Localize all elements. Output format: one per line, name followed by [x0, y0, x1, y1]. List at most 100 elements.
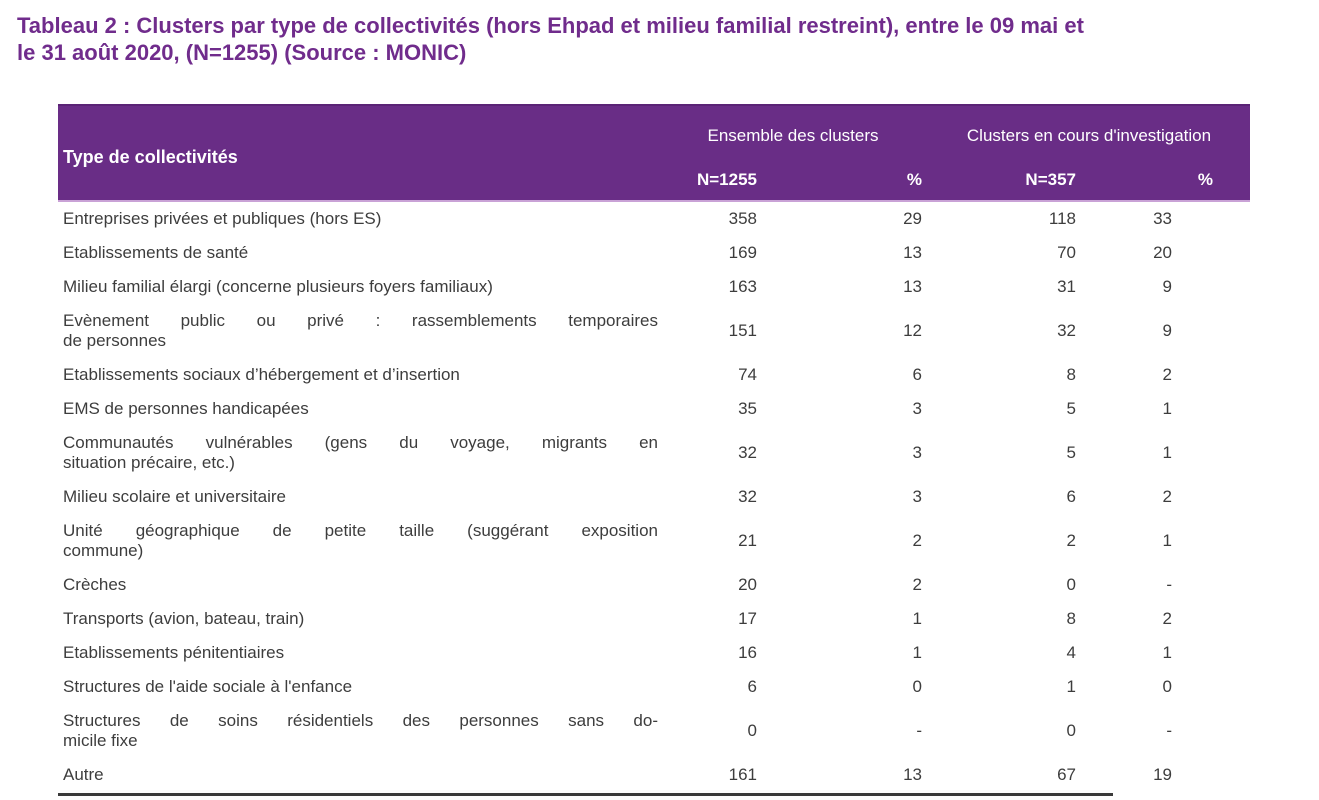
cell-n-total: 151: [728, 321, 757, 340]
cell-pct-total: 12: [903, 321, 922, 340]
cell-pct-investigation: -: [1166, 721, 1172, 740]
cell-pct-investigation: 1: [1162, 531, 1172, 550]
row-label: Entreprises privées et publiques (hors E…: [63, 209, 382, 228]
table-row: Communautés vulnérables (gens du voyage,…: [58, 426, 1250, 480]
cell-n-investigation: 8: [1066, 609, 1076, 628]
cell-n-investigation: 31: [1057, 277, 1076, 296]
cell-pct-total: 1: [912, 609, 922, 628]
cell-n-investigation: 67: [1057, 765, 1076, 784]
row-label: Unité géographique de petite taille (sug…: [63, 521, 658, 560]
cell-pct-total: 3: [912, 487, 922, 506]
table-body: Entreprises privées et publiques (hors E…: [58, 202, 1250, 792]
table-row: Autre 161 13 67 19: [58, 758, 1250, 792]
cell-n-total: 32: [738, 443, 757, 462]
table-bottom-rule: [58, 793, 1113, 796]
cell-pct-total: 13: [903, 765, 922, 784]
table-row: Transports (avion, bateau, train) 17 1 8 2: [58, 602, 1250, 636]
cell-n-investigation: 2: [1066, 531, 1076, 550]
table-caption: Tableau 2 : Clusters par type de collect…: [17, 13, 1084, 65]
cell-pct-investigation: 2: [1162, 487, 1172, 506]
cell-pct-total: 2: [912, 575, 922, 594]
table-row: Milieu scolaire et universitaire 32 3 6 2: [58, 480, 1250, 514]
cell-pct-total: 2: [912, 531, 922, 550]
cell-pct-total: 13: [903, 243, 922, 262]
table-row: Etablissements sociaux d’hébergement et …: [58, 358, 1250, 392]
cell-n-investigation: 8: [1066, 365, 1076, 384]
cell-pct-total: 3: [912, 399, 922, 418]
cell-n-total: 20: [738, 575, 757, 594]
cell-n-total: 74: [738, 365, 757, 384]
cell-pct-total: 1: [912, 643, 922, 662]
cell-n-total: 163: [728, 277, 757, 296]
cell-n-investigation: 1: [1066, 677, 1076, 696]
cell-pct-total: 3: [912, 443, 922, 462]
row-label: Evènement public ou privé : rassemblemen…: [63, 311, 658, 350]
column-header-type-de-collectivites: Type de collectivités: [63, 146, 238, 167]
cell-n-investigation: 70: [1057, 243, 1076, 262]
subheader-pct-total: %: [906, 170, 922, 189]
cell-pct-investigation: 2: [1162, 609, 1172, 628]
table-header: Type de collectivités Ensemble des clust…: [58, 104, 1250, 202]
cell-n-total: 169: [728, 243, 757, 262]
cell-n-investigation: 0: [1066, 575, 1076, 594]
row-label: Etablissements sociaux d’hébergement et …: [63, 365, 460, 384]
cell-pct-investigation: 9: [1162, 321, 1172, 340]
row-label: Autre: [63, 765, 104, 784]
cell-pct-investigation: -: [1166, 575, 1172, 594]
table-row: Milieu familial élargi (concerne plusieu…: [58, 270, 1250, 304]
row-label: EMS de personnes handicapées: [63, 399, 309, 418]
column-group-clusters-en-cours-investigation: Clusters en cours d'investigation: [966, 126, 1212, 145]
row-label: Etablissements pénitentiaires: [63, 643, 285, 662]
cell-pct-investigation: 9: [1162, 277, 1172, 296]
cell-n-total: 21: [738, 531, 757, 550]
subheader-n-investigation: N=357: [1025, 170, 1076, 189]
cell-pct-investigation: 1: [1162, 643, 1172, 662]
cell-pct-investigation: 0: [1162, 677, 1172, 696]
cell-pct-investigation: 33: [1153, 209, 1172, 228]
cell-n-investigation: 6: [1066, 487, 1076, 506]
subheader-pct-investigation: %: [1197, 170, 1213, 189]
subheader-n-total: N=1255: [696, 170, 757, 189]
row-label: Communautés vulnérables (gens du voyage,…: [63, 433, 658, 472]
table-row: Structures de l'aide sociale à l'enfance…: [58, 670, 1250, 704]
cell-n-total: 161: [728, 765, 757, 784]
cell-pct-total: 6: [912, 365, 922, 384]
cell-pct-investigation: 1: [1162, 399, 1172, 418]
table-row: Crèches 20 2 0-: [58, 568, 1250, 602]
cell-n-investigation: 4: [1066, 643, 1076, 662]
cell-n-total: 358: [728, 209, 757, 228]
cell-pct-total: 29: [903, 209, 922, 228]
cell-pct-investigation: 1: [1162, 443, 1172, 462]
cell-n-total: 16: [738, 643, 757, 662]
cell-pct-investigation: 20: [1153, 243, 1172, 262]
cell-n-total: 17: [738, 609, 757, 628]
cell-pct-investigation: 2: [1162, 365, 1172, 384]
table-row: Entreprises privées et publiques (hors E…: [58, 202, 1250, 236]
table-row: Etablissements de santé 169 13 70 20: [58, 236, 1250, 270]
cell-pct-total: 0: [912, 677, 922, 696]
cell-n-total: 6: [747, 677, 757, 696]
cell-n-investigation: 5: [1066, 443, 1076, 462]
cell-n-total: 0: [747, 721, 757, 740]
table-row: EMS de personnes handicapées 35 3 5 1: [58, 392, 1250, 426]
cell-pct-total: 13: [903, 277, 922, 296]
table-row: Unité géographique de petite taille (sug…: [58, 514, 1250, 568]
row-label: Crèches: [63, 575, 127, 594]
row-label: Milieu familial élargi (concerne plusieu…: [63, 277, 493, 296]
row-label: Etablissements de santé: [63, 243, 249, 262]
cell-n-investigation: 5: [1066, 399, 1076, 418]
cell-n-investigation: 0: [1066, 721, 1076, 740]
cell-n-total: 32: [738, 487, 757, 506]
cell-n-investigation: 118: [1048, 209, 1076, 228]
table-row: Evènement public ou privé : rassemblemen…: [58, 304, 1250, 358]
cell-n-total: 35: [738, 399, 757, 418]
cell-pct-investigation: 19: [1153, 765, 1172, 784]
row-label: Transports (avion, bateau, train): [63, 609, 305, 628]
row-label: Structures de l'aide sociale à l'enfance: [63, 677, 353, 696]
column-group-ensemble-des-clusters: Ensemble des clusters: [707, 126, 879, 145]
row-label: Milieu scolaire et universitaire: [63, 487, 286, 506]
clusters-table: Type de collectivités Ensemble des clust…: [58, 104, 1250, 796]
table-row: Etablissements pénitentiaires 16 1 4 1: [58, 636, 1250, 670]
table-row: Structures de soins résidentiels des per…: [58, 704, 1250, 758]
